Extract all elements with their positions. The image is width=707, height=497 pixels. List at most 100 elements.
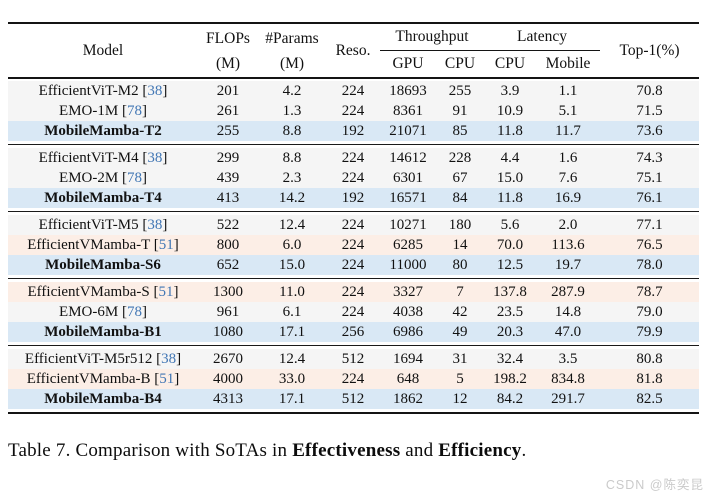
cell-flops: 413	[198, 188, 258, 208]
col-header-params: #Params (M)	[258, 23, 326, 78]
cell-cpu_tp: 14	[436, 235, 484, 255]
col-header-mobile: Mobile	[545, 55, 591, 72]
cell-cpu_tp: 42	[436, 302, 484, 322]
col-header-reso: Reso.	[335, 41, 371, 59]
model-name: EfficientVMamba-S [51]	[8, 282, 198, 302]
cell-params: 12.4	[258, 215, 326, 235]
cell-top1: 71.5	[600, 101, 700, 121]
table-row: MobileMamba-S6 652 15.0 224 11000 80 12.5 19.7 7…	[8, 255, 700, 275]
edge-spacer	[8, 409, 700, 413]
citation-link[interactable]: 51	[159, 371, 175, 387]
cell-top1: 81.8	[600, 369, 700, 389]
cell-flops: 800	[198, 235, 258, 255]
citation-link[interactable]: 78	[126, 170, 142, 186]
cell-gpu: 3327	[380, 282, 436, 302]
table-row: MobileMamba-T4 413 14.2 192 16571 84 11.8 16.9 7…	[8, 188, 700, 208]
group-separator	[8, 342, 700, 349]
model-name: EfficientViT-M5 [38]	[8, 215, 198, 235]
citation-link[interactable]: 38	[161, 351, 177, 367]
cell-top1: 82.5	[600, 389, 700, 409]
group-separator	[8, 141, 700, 148]
table-row: EfficientVMamba-T [51] 800 6.0 224 6285 14 70.…	[8, 235, 700, 255]
cell-cpu_tp: 228	[436, 148, 484, 168]
citation-link[interactable]: 51	[158, 237, 174, 253]
citation-link[interactable]: 38	[147, 150, 163, 166]
cell-top1: 74.3	[600, 148, 700, 168]
group-separator-line	[8, 211, 700, 212]
cell-top1: 80.8	[600, 349, 700, 369]
table-row: EfficientViT-M5 [38] 522 12.4 224 10271 180 5.…	[8, 215, 700, 235]
cell-cpu_lat: 198.2	[484, 369, 536, 389]
cell-params: 14.2	[258, 188, 326, 208]
cell-flops: 299	[198, 148, 258, 168]
model-name: MobileMamba-T2	[8, 121, 198, 141]
cell-mobile: 7.6	[536, 168, 601, 188]
edge-spacer	[8, 78, 700, 81]
model-name: MobileMamba-S6	[8, 255, 198, 275]
cell-params: 6.0	[258, 235, 326, 255]
cell-params: 17.1	[258, 389, 326, 409]
cell-top1: 79.0	[600, 302, 700, 322]
cell-mobile: 16.9	[536, 188, 601, 208]
cell-top1: 76.5	[600, 235, 700, 255]
col-header-model: Model	[82, 41, 124, 59]
cell-flops: 261	[198, 101, 258, 121]
table-row: EfficientVMamba-B [51] 4000 33.0 224 648 5 198…	[8, 369, 700, 389]
cell-gpu: 10271	[380, 215, 436, 235]
cell-top1: 78.7	[600, 282, 700, 302]
cell-reso: 512	[326, 349, 380, 369]
model-name: EfficientViT-M4 [38]	[8, 148, 198, 168]
caption-bold-efficiency: Efficiency	[438, 440, 522, 461]
cell-cpu_lat: 4.4	[484, 148, 536, 168]
table-row: EMO-2M [78] 439 2.3 224 6301 67 15.0 7.6 75.1	[8, 168, 700, 188]
col-header-gpu: GPU	[392, 55, 424, 72]
cell-cpu_lat: 84.2	[484, 389, 536, 409]
cell-params: 33.0	[258, 369, 326, 389]
citation-link[interactable]: 38	[147, 217, 163, 233]
cell-top1: 76.1	[600, 188, 700, 208]
cell-cpu_lat: 32.4	[484, 349, 536, 369]
table-row: EfficientVMamba-S [51] 1300 11.0 224 3327 7 13…	[8, 282, 700, 302]
cell-params: 4.2	[258, 81, 326, 101]
cell-reso: 224	[326, 81, 380, 101]
model-name: EfficientVMamba-T [51]	[8, 235, 198, 255]
cell-cpu_lat: 20.3	[484, 322, 536, 342]
cell-mobile: 1.1	[536, 81, 601, 101]
cell-cpu_lat: 12.5	[484, 255, 536, 275]
cell-reso: 224	[326, 148, 380, 168]
watermark: CSDN @陈奕昆	[605, 478, 704, 492]
table-row: MobileMamba-B4 4313 17.1 512 1862 12 84.2 291.7…	[8, 389, 700, 409]
table-caption: Table 7. Comparison with SoTAs in Effect…	[8, 440, 707, 462]
cell-mobile: 1.6	[536, 148, 601, 168]
cell-top1: 77.1	[600, 215, 700, 235]
cell-top1: 70.8	[600, 81, 700, 101]
cell-params: 17.1	[258, 322, 326, 342]
cell-flops: 4000	[198, 369, 258, 389]
model-name: EfficientViT-M5r512 [38]	[8, 349, 198, 369]
col-header-params-label: #Params	[265, 29, 319, 47]
model-name: EfficientVMamba-B [51]	[8, 369, 198, 389]
cell-reso: 224	[326, 215, 380, 235]
cell-gpu: 1694	[380, 349, 436, 369]
citation-link[interactable]: 51	[158, 284, 174, 300]
citation-link[interactable]: 78	[126, 103, 142, 119]
cell-flops: 1080	[198, 322, 258, 342]
cell-flops: 522	[198, 215, 258, 235]
cell-gpu: 6285	[380, 235, 436, 255]
cell-gpu: 8361	[380, 101, 436, 121]
cell-params: 15.0	[258, 255, 326, 275]
cell-params: 12.4	[258, 349, 326, 369]
citation-link[interactable]: 38	[147, 83, 163, 99]
cell-reso: 512	[326, 389, 380, 409]
cell-flops: 2670	[198, 349, 258, 369]
model-name: EMO-2M [78]	[8, 168, 198, 188]
cell-params: 8.8	[258, 121, 326, 141]
cell-mobile: 291.7	[536, 389, 601, 409]
cell-cpu_tp: 80	[436, 255, 484, 275]
caption-bold-effectiveness: Effectiveness	[292, 440, 401, 461]
cell-cpu_tp: 49	[436, 322, 484, 342]
citation-link[interactable]: 78	[126, 304, 142, 320]
cell-top1: 75.1	[600, 168, 700, 188]
table-body: EfficientViT-M2 [38] 201 4.2 224 18693 255 3.9…	[8, 78, 700, 413]
model-name: EMO-6M [78]	[8, 302, 198, 322]
